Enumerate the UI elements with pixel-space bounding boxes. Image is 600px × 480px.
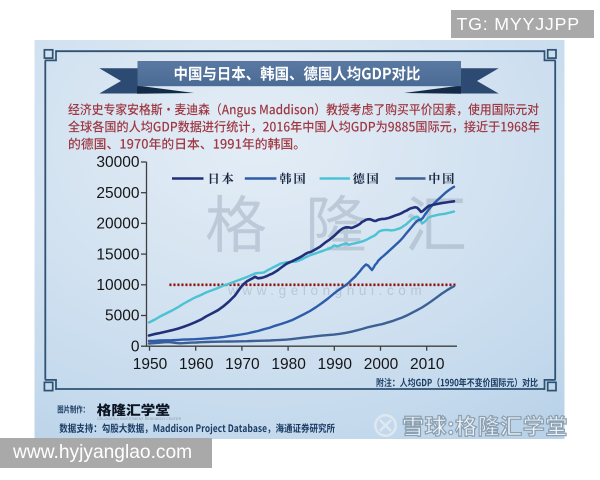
svg-text:GELONGHUI INVESTMENT RESEARCH: GELONGHUI INVESTMENT RESEARCH CENTER <box>97 417 182 421</box>
svg-text:15000: 15000 <box>96 246 139 263</box>
svg-text:www.gelonghui.com: www.gelonghui.com <box>227 283 426 298</box>
svg-text:1950: 1950 <box>133 356 168 373</box>
svg-text:2010: 2010 <box>410 356 445 373</box>
svg-text:1990: 1990 <box>318 356 353 373</box>
svg-text:1960: 1960 <box>179 356 214 373</box>
svg-text:20000: 20000 <box>96 216 139 233</box>
svg-text:30000: 30000 <box>96 154 139 171</box>
svg-text:25000: 25000 <box>96 185 139 202</box>
svg-text:1970: 1970 <box>225 356 260 373</box>
svg-text:2000: 2000 <box>364 356 399 373</box>
svg-text:0: 0 <box>131 338 140 355</box>
svg-text:1980: 1980 <box>271 356 306 373</box>
svg-text:5000: 5000 <box>105 308 140 325</box>
svg-text:10000: 10000 <box>96 277 139 294</box>
